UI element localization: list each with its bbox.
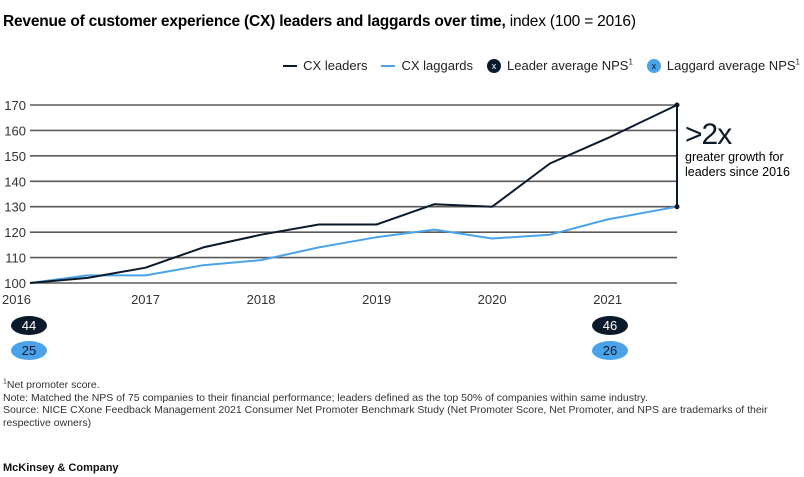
laggard-nps-text: Laggard average NPS bbox=[666, 58, 796, 73]
growth-bracket bbox=[674, 102, 680, 210]
legend-label-leaders: CX leaders bbox=[303, 58, 368, 73]
x-tick-label-2017: 2017 bbox=[131, 292, 160, 307]
legend-label-laggard-nps: Laggard average NPS1 bbox=[667, 58, 800, 73]
series-lines bbox=[29, 104, 678, 284]
y-tick-label-100: 100 bbox=[4, 276, 26, 291]
chart-title-unit: index (100 = 2016) bbox=[505, 13, 636, 30]
laggard-nps-badge-icon: x bbox=[646, 58, 661, 73]
x-axis-ticks: 2016 2017 2018 2019 2020 2021 bbox=[2, 292, 622, 307]
x-tick-label-2016: 2016 bbox=[2, 292, 31, 307]
footnotes: 1Net promoter score. Note: Matched the N… bbox=[3, 379, 803, 429]
leaders-line bbox=[29, 104, 678, 284]
growth-annotation: >2x greater growth for leaders since 201… bbox=[685, 120, 790, 180]
x-tick-label-2020: 2020 bbox=[478, 292, 507, 307]
y-tick-label-160: 160 bbox=[4, 123, 26, 138]
footnote-nps: 1Net promoter score. bbox=[3, 379, 803, 392]
growth-caption-line1: greater growth for bbox=[685, 150, 784, 164]
gridlines bbox=[30, 104, 677, 284]
y-tick-label-110: 110 bbox=[5, 251, 26, 266]
bracket-top-dot bbox=[674, 102, 680, 108]
chart-title: Revenue of customer experience (CX) lead… bbox=[3, 13, 636, 31]
legend: CX leaders CX laggards x Leader average … bbox=[283, 58, 800, 73]
nps-badge-laggard-2016: 25 bbox=[11, 341, 47, 360]
laggards-line-swatch bbox=[381, 64, 396, 67]
leader-nps-text: Leader average NPS bbox=[507, 58, 629, 73]
y-tick-label-130: 130 bbox=[4, 200, 26, 215]
footnote-note: Note: Matched the NPS of 75 companies to… bbox=[3, 391, 648, 404]
footnote-source: Source: NICE CXone Feedback Management 2… bbox=[3, 404, 768, 429]
footnote-marker: 1 bbox=[795, 57, 800, 67]
footnote-nps-text: Net promoter score. bbox=[6, 379, 100, 391]
footnote-marker: 1 bbox=[628, 57, 633, 67]
y-tick-label-120: 120 bbox=[4, 225, 26, 240]
legend-item-laggards: CX laggards bbox=[381, 58, 473, 73]
legend-label-laggards: CX laggards bbox=[401, 58, 474, 73]
footnote-marker: 1 bbox=[3, 378, 7, 386]
y-tick-label-150: 150 bbox=[4, 149, 26, 164]
legend-item-leaders: CX leaders bbox=[283, 58, 367, 73]
y-tick-label-170: 170 bbox=[4, 98, 26, 113]
nps-badge-laggard-2021: 26 bbox=[592, 341, 628, 360]
leader-nps-badge-icon: x bbox=[487, 58, 502, 73]
x-tick-label-2019: 2019 bbox=[362, 292, 391, 307]
y-tick-label-140: 140 bbox=[4, 174, 26, 189]
growth-multiplier: >2x bbox=[685, 118, 732, 151]
bracket-bottom-dot bbox=[674, 204, 680, 210]
growth-caption-line2: leaders since 2016 bbox=[685, 165, 790, 179]
legend-item-laggard-nps: x Laggard average NPS1 bbox=[646, 58, 800, 73]
legend-item-leader-nps: x Leader average NPS1 bbox=[487, 58, 633, 73]
leaders-line-swatch bbox=[283, 64, 298, 67]
x-tick-label-2021: 2021 bbox=[593, 292, 622, 307]
brand-logo-text: McKinsey & Company bbox=[3, 462, 119, 474]
nps-badge-leader-2021: 46 bbox=[592, 316, 628, 335]
nps-badge-leader-2016: 44 bbox=[11, 316, 47, 335]
chart-title-main: Revenue of customer experience (CX) lead… bbox=[3, 13, 506, 30]
y-axis-ticks: 100 110 120 130 140 150 160 170 bbox=[4, 98, 26, 291]
legend-label-leader-nps: Leader average NPS1 bbox=[507, 58, 633, 73]
x-tick-label-2018: 2018 bbox=[247, 292, 276, 307]
laggards-line bbox=[29, 205, 678, 284]
